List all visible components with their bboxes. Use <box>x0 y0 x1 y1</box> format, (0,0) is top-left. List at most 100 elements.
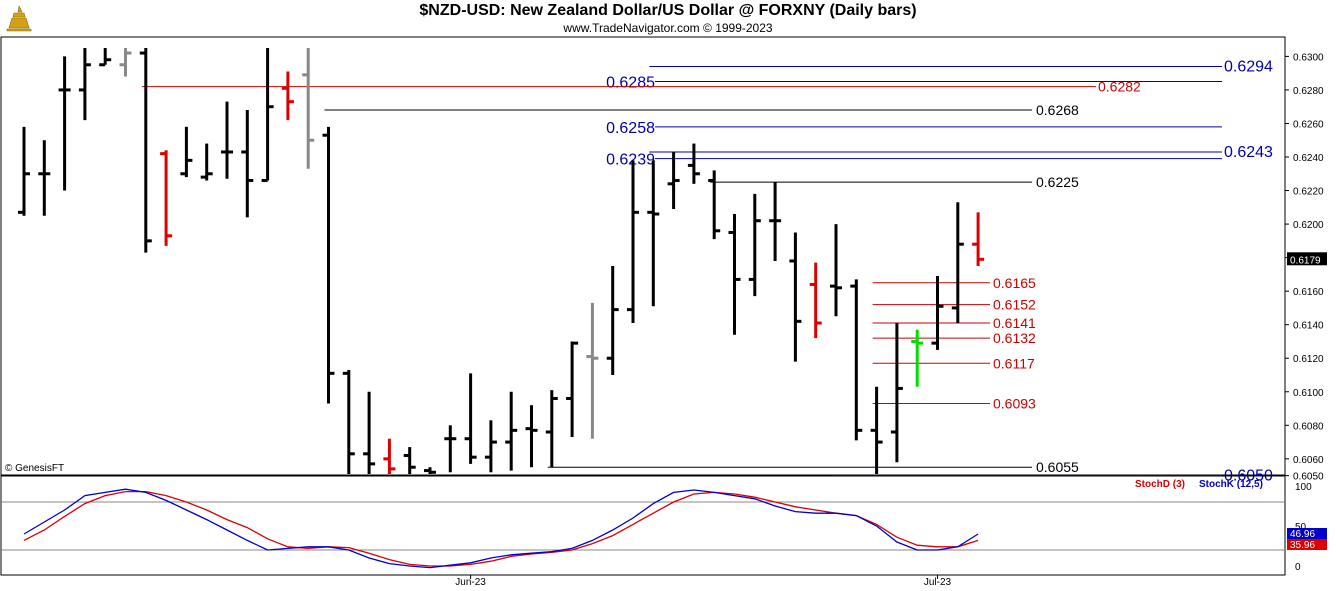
price-tick-label: 0.6240 <box>1293 153 1324 164</box>
ohlc-bar <box>302 48 315 169</box>
ohlc-bar <box>484 420 497 473</box>
stoch-k-value: 46.96 <box>1290 529 1315 540</box>
last-price-box <box>1287 252 1327 266</box>
x-tick-label: Jun-23 <box>455 577 486 588</box>
level-label: 0.6239 <box>606 152 655 169</box>
ohlc-bar <box>200 143 213 181</box>
price-tick-label: 0.6200 <box>1293 220 1324 231</box>
ohlc-bar <box>505 391 518 471</box>
chart-subtitle: www.TradeNavigator.com © 1999-2023 <box>563 21 773 35</box>
ohlc-bar <box>951 202 964 324</box>
ohlc-bar <box>830 224 842 317</box>
level-label: 0.6093 <box>993 396 1036 412</box>
price-tick-label: 0.6260 <box>1293 119 1324 130</box>
level-label: 0.6132 <box>993 330 1036 346</box>
ohlc-bar <box>850 279 863 441</box>
ohlc-bar <box>566 341 579 438</box>
stoch-k-value-box <box>1287 528 1327 539</box>
ohlc-bar <box>870 386 883 474</box>
stoch-axis-label: 100 <box>1295 482 1312 493</box>
ohlc-bar <box>931 276 944 350</box>
ohlc-bar <box>180 126 193 178</box>
ohlc-bar <box>424 467 436 474</box>
level-label: 0.6141 <box>993 315 1036 331</box>
ohlc-bar <box>627 160 639 324</box>
levels-layer: 0.6294 0.6285 0.6282 0.6268 0.6258 0.6243 0.62… <box>141 58 1273 485</box>
genesis-copyright: © GenesisFT <box>5 463 64 474</box>
ohlc-bar <box>606 266 619 375</box>
ohlc-bar <box>809 262 822 339</box>
ohlc-bar <box>403 447 416 474</box>
ohlc-bar <box>911 329 924 387</box>
x-tick-label: Jul-23 <box>924 577 952 588</box>
chart-title: $NZD-USD: New Zealand Dollar/US Dollar @… <box>419 2 917 19</box>
price-tick-label: 0.6100 <box>1293 388 1324 399</box>
price-tick-label: 0.6300 <box>1293 52 1324 63</box>
stoch-k-line <box>23 488 979 569</box>
ohlc-bar <box>728 214 741 335</box>
stoch-d-value-box <box>1287 539 1327 550</box>
price-axis: 0.6050 0.6060 0.6080 0.6100 0.6120 0.6140 0.61… <box>1285 52 1327 483</box>
ohlc-bar <box>119 48 132 77</box>
ohlc-bar <box>18 126 30 216</box>
price-tick-label: 0.6220 <box>1293 187 1324 198</box>
ohlc-bar <box>38 140 51 216</box>
trade-navigator-logo <box>4 3 34 38</box>
price-tick-label: 0.6050 <box>1293 472 1324 483</box>
ohlc-bar <box>687 143 700 184</box>
ohlc-bar <box>525 405 538 468</box>
ohlc-bar <box>667 151 680 209</box>
price-panel-frame <box>0 36 1286 476</box>
ohlc-bar <box>78 48 91 121</box>
price-tick-label: 0.6160 <box>1293 287 1324 298</box>
price-tick-label: 0.6280 <box>1293 86 1324 97</box>
ohlc-bar <box>281 71 294 121</box>
level-label: 0.6282 <box>1098 79 1141 95</box>
x-axis: Jun-23 Jul-23 <box>455 575 952 588</box>
ohlc-bar <box>261 48 274 182</box>
ohlc-bar <box>748 193 761 297</box>
level-label: 0.6050 <box>1224 468 1273 485</box>
ohlc-bar <box>160 150 173 246</box>
level-label: 0.6117 <box>993 355 1035 371</box>
ohlc-bar <box>444 425 457 473</box>
ohlc-bar <box>99 48 112 67</box>
level-label: 0.6152 <box>993 297 1036 313</box>
ohlc-bar <box>586 302 599 439</box>
ohlc-bar <box>890 323 903 463</box>
level-label: 0.6285 <box>606 75 655 92</box>
stoch-panel-frame <box>0 475 1286 576</box>
ohlc-bar <box>322 126 335 404</box>
ohlc-bar <box>363 391 376 474</box>
bars-layer <box>18 48 985 474</box>
price-tick-label: 0.6080 <box>1293 421 1324 432</box>
stoch-k-legend: StochK (12,5) <box>1199 479 1263 490</box>
level-label: 0.6225 <box>1036 174 1079 190</box>
ohlc-bar <box>789 232 802 362</box>
price-tick-label: 0.6140 <box>1293 321 1324 332</box>
price-tick-label: 0.6120 <box>1293 354 1324 365</box>
ohlc-bar <box>708 170 721 240</box>
level-label: 0.6243 <box>1224 144 1273 161</box>
ohlc-bar <box>769 182 782 261</box>
stoch-d-line <box>23 490 979 567</box>
stoch-axis-label: 50 <box>1295 522 1307 533</box>
ohlc-bar <box>139 48 152 253</box>
price-tick-label: 0.6060 <box>1293 455 1324 466</box>
level-label: 0.6258 <box>606 120 655 137</box>
ohlc-bar <box>241 110 254 218</box>
ohlc-bar <box>464 373 477 464</box>
level-label: 0.6165 <box>993 275 1036 291</box>
level-label: 0.6055 <box>1036 459 1079 475</box>
last-price-label: 0.6179 <box>1290 255 1321 266</box>
level-label: 0.6268 <box>1036 102 1079 118</box>
ohlc-bar <box>545 390 558 468</box>
stoch-d-legend: StochD (3) <box>1135 479 1185 490</box>
ohlc-bar <box>647 160 660 307</box>
ohlc-bar <box>383 438 396 474</box>
level-label: 0.6294 <box>1224 58 1273 75</box>
ohlc-bar <box>58 56 71 191</box>
stoch-axis-label: 0 <box>1295 562 1301 573</box>
